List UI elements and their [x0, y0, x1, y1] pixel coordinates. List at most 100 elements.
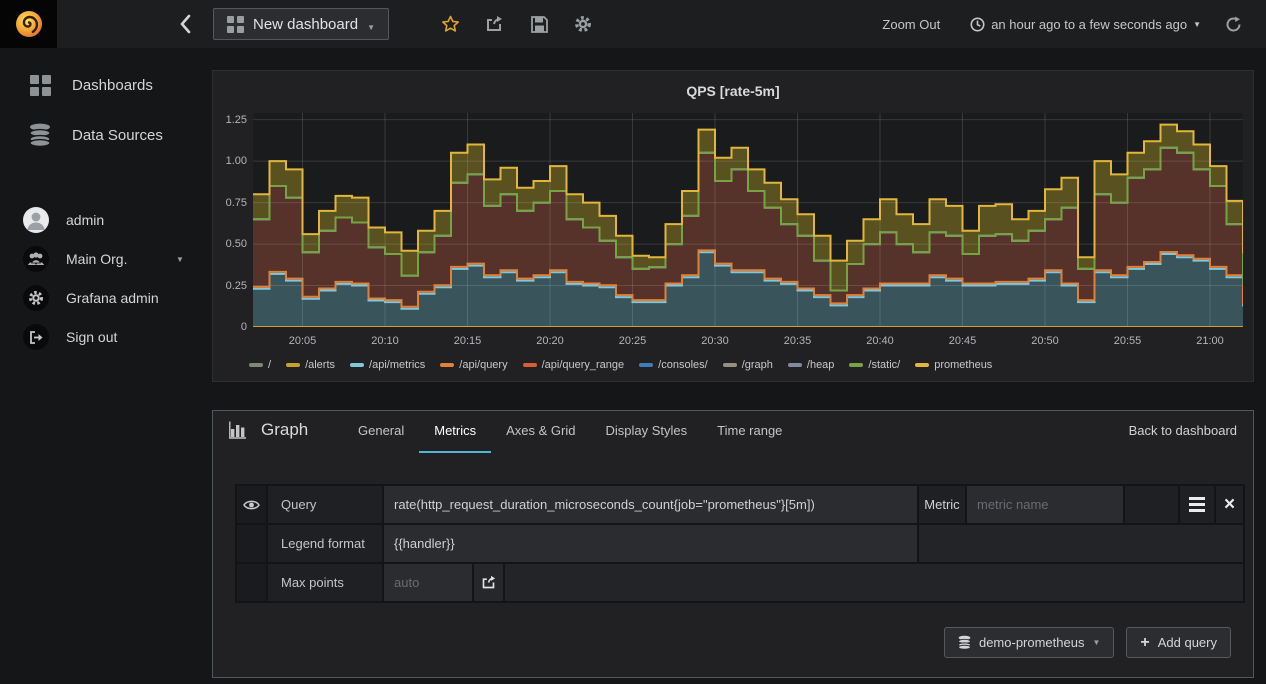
qps-chart-svg[interactable]: [253, 113, 1260, 328]
legend-label: /: [268, 359, 272, 371]
legend-label: /api/metrics: [369, 359, 426, 371]
query-label: Query: [268, 486, 382, 523]
legend-item[interactable]: /: [249, 359, 271, 371]
share-button[interactable]: [484, 14, 504, 34]
legend-item[interactable]: /api/query_range: [522, 359, 625, 371]
legend-label: /api/query_range: [541, 359, 625, 371]
chart-plot-area[interactable]: [253, 113, 1260, 328]
max-points-filler: [505, 564, 1243, 601]
avatar: [23, 207, 49, 233]
legend-swatch: [787, 363, 802, 367]
legend-swatch: [722, 363, 737, 367]
x-axis-tick: 21:00: [1196, 335, 1224, 347]
editor-bottom-buttons: demo-prometheus ▼ + Add query: [943, 627, 1231, 658]
datasource-label: demo-prometheus: [978, 635, 1085, 650]
x-axis-tick: 20:15: [453, 335, 482, 347]
tab-metrics[interactable]: Metrics: [419, 411, 492, 453]
legend-item[interactable]: /alerts: [286, 359, 335, 371]
close-icon: ×: [1223, 494, 1236, 515]
legend-row-filler: [919, 525, 1243, 562]
database-icon: [28, 123, 52, 147]
tab-axes-grid[interactable]: Axes & Grid: [506, 423, 576, 438]
legend-label: /graph: [741, 359, 773, 371]
chevron-down-icon: ▼: [1092, 638, 1101, 647]
dashboards-grid-icon: [28, 74, 52, 96]
tab-general[interactable]: General: [358, 423, 405, 438]
query-editor-table: Query Metric × Legend format: [235, 484, 1245, 603]
sidebar-item-sign-out[interactable]: Sign out: [0, 319, 211, 355]
chevron-down-icon: ▼: [1193, 19, 1201, 29]
legend-label: /consoles/: [658, 359, 708, 371]
query-expression-input[interactable]: [394, 497, 917, 512]
x-axis-tick: 20:55: [1113, 335, 1142, 347]
metric-input-wrap: [967, 486, 1123, 523]
legend-item[interactable]: /static/: [849, 359, 900, 371]
collapse-sidebar-chevron-icon[interactable]: [176, 12, 194, 36]
save-button[interactable]: [529, 14, 549, 34]
legend-swatch: [522, 363, 537, 367]
sidebar: Dashboards Data Sources admin: [0, 48, 211, 684]
x-axis-tick: 20:30: [701, 335, 729, 347]
sidebar-item-label: Data Sources: [72, 126, 163, 144]
legend-format-input[interactable]: [394, 536, 917, 551]
legend-swatch: [286, 363, 301, 367]
legend-swatch: [915, 363, 930, 367]
clock-icon: [970, 17, 985, 31]
editor-panel-type: Graph: [229, 420, 308, 440]
org-users-icon: [23, 246, 49, 272]
max-points-input[interactable]: [394, 575, 472, 590]
add-query-button[interactable]: + Add query: [1126, 627, 1231, 658]
remove-query-button[interactable]: ×: [1216, 486, 1243, 523]
max-points-link-button[interactable]: [474, 564, 503, 601]
sidebar-item-grafana-admin[interactable]: Grafana admin: [0, 280, 211, 316]
sidebar-item-label: Main Org.: [66, 251, 128, 267]
legend-item[interactable]: /api/metrics: [350, 359, 425, 371]
database-icon: [958, 635, 971, 650]
toggle-query-visibility-button[interactable]: [237, 486, 266, 523]
tab-time-range[interactable]: Time range: [717, 423, 783, 438]
legend-swatch: [249, 363, 263, 367]
time-range-picker[interactable]: an hour ago to a few seconds ago ▼: [970, 17, 1201, 32]
settings-button[interactable]: [573, 14, 593, 34]
dashboard-title-dropdown[interactable]: New dashboard ▼: [213, 8, 389, 40]
legend-item[interactable]: prometheus: [915, 359, 992, 371]
save-floppy-icon: [530, 15, 548, 33]
query-menu-button[interactable]: [1180, 486, 1214, 523]
query-row-spacer: [1125, 486, 1178, 523]
sidebar-item-dashboards[interactable]: Dashboards: [0, 65, 211, 105]
query-row: Query Metric ×: [237, 486, 1243, 523]
sidebar-item-admin[interactable]: admin: [0, 202, 211, 238]
back-to-dashboard-link[interactable]: Back to dashboard: [1128, 423, 1237, 438]
max-points-row: Max points: [237, 564, 1243, 601]
grafana-logo[interactable]: [0, 0, 57, 48]
sidebar-item-main-org[interactable]: Main Org. ▼: [0, 241, 211, 277]
legend-item[interactable]: /graph: [722, 359, 773, 371]
datasource-dropdown-button[interactable]: demo-prometheus ▼: [943, 627, 1115, 658]
top-navbar: New dashboard ▼ Zoom Out: [0, 0, 1266, 48]
sidebar-item-data-sources[interactable]: Data Sources: [0, 115, 211, 155]
sidebar-item-label: Dashboards: [72, 76, 153, 94]
legend-item[interactable]: /heap: [787, 359, 835, 371]
legend-item[interactable]: /consoles/: [639, 359, 708, 371]
panel-title[interactable]: QPS [rate-5m]: [686, 83, 780, 99]
chevron-down-icon: ▼: [367, 22, 375, 32]
refresh-button[interactable]: [1225, 16, 1242, 33]
tab-display-styles[interactable]: Display Styles: [605, 423, 688, 438]
x-axis-tick: 20:40: [866, 335, 894, 347]
menu-icon: [1189, 497, 1205, 512]
legend-swatch: [440, 363, 455, 367]
legend-label: /alerts: [305, 359, 336, 371]
legend-label: /api/query: [459, 359, 508, 371]
legend-swatch: [639, 363, 654, 367]
legend-item[interactable]: /api/query: [440, 359, 508, 371]
max-points-input-wrap: [384, 564, 472, 601]
legend-label: /heap: [806, 359, 835, 371]
metric-name-input[interactable]: [977, 497, 1123, 512]
eye-icon: [243, 500, 260, 509]
query-input-wrap: [384, 486, 917, 523]
y-axis-tick: 0.50: [225, 238, 247, 251]
legend-swatch: [849, 363, 864, 367]
x-axis-tick: 20:05: [288, 335, 317, 347]
zoom-out-button[interactable]: Zoom Out: [882, 16, 941, 32]
star-button[interactable]: [440, 14, 460, 34]
